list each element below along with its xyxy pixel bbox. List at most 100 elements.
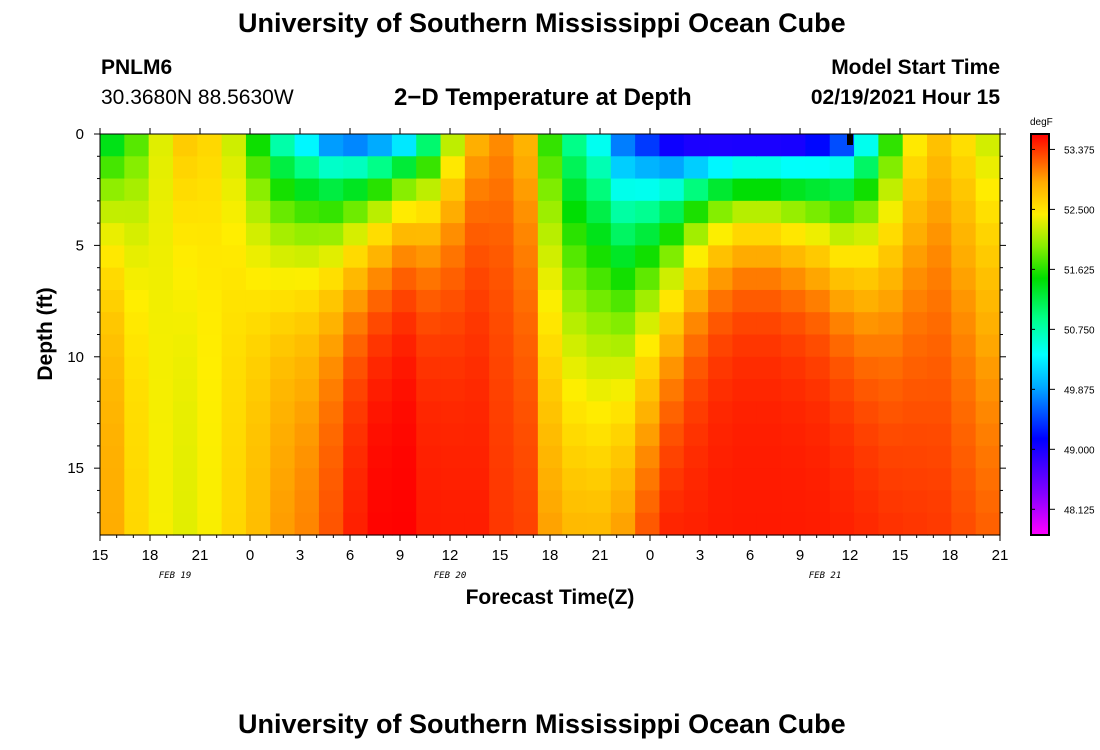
heatmap-cell: [343, 445, 369, 469]
heatmap-cell: [610, 245, 636, 269]
heatmap-cell: [829, 223, 855, 246]
heatmap-cell: [635, 490, 661, 514]
heatmap-cell: [343, 267, 369, 291]
heatmap-cell: [975, 423, 1001, 447]
model-start-value: 02/19/2021 Hour 15: [810, 86, 1000, 109]
heatmap-cell: [124, 178, 150, 202]
heatmap-cell: [951, 401, 977, 425]
heatmap-cell: [221, 267, 247, 291]
heatmap-cell: [562, 289, 588, 313]
heatmap-cell: [781, 356, 806, 380]
heatmap-cell: [416, 512, 442, 536]
heatmap-cell: [683, 401, 709, 425]
heatmap-cell: [975, 289, 1001, 313]
heatmap-cell: [391, 245, 417, 269]
heatmap-cell: [270, 156, 296, 180]
heatmap-cell: [732, 289, 758, 313]
heatmap-cell: [975, 468, 1001, 492]
heatmap-cell: [537, 334, 563, 358]
heatmap-cell: [464, 334, 490, 358]
heatmap-cell: [805, 267, 831, 291]
heatmap-cell: [756, 512, 782, 536]
x-tick-label: 15: [492, 547, 509, 564]
heatmap-cell: [197, 356, 223, 380]
heatmap-cell: [610, 312, 636, 336]
heatmap-cell: [854, 379, 879, 402]
heatmap-cell: [489, 178, 515, 202]
heatmap-cell: [708, 401, 734, 425]
heatmap-cell: [586, 490, 612, 514]
model-start-label: Model Start Time: [831, 56, 1000, 79]
heatmap-cell: [927, 445, 952, 469]
heatmap-cell: [805, 490, 831, 514]
heatmap-cell: [610, 289, 636, 313]
heatmap-cell: [951, 334, 977, 358]
heatmap-cell: [294, 423, 320, 447]
heatmap-cell: [148, 445, 174, 469]
station-id: PNLM6: [101, 56, 173, 79]
heatmap-cell: [562, 445, 588, 469]
x-tick-label: 21: [192, 547, 209, 564]
x-tick-label: 9: [796, 547, 804, 564]
heatmap-cell: [902, 445, 928, 469]
heatmap-cell: [367, 200, 393, 224]
heatmap-cell: [124, 289, 150, 313]
heatmap-cell: [100, 468, 125, 492]
heatmap-cell: [635, 156, 661, 180]
heatmap-cell: [270, 401, 296, 425]
heatmap-cell: [294, 379, 320, 402]
heatmap-cell: [635, 245, 661, 269]
heatmap-cell: [245, 490, 271, 514]
heatmap-cell: [245, 334, 271, 358]
heatmap-cell: [318, 178, 344, 202]
heatmap-cell: [172, 401, 198, 425]
heatmap-cell: [902, 289, 928, 313]
heatmap-cell: [756, 356, 782, 380]
heatmap-cell: [659, 289, 685, 313]
heatmap-cell: [367, 490, 393, 514]
heatmap-cell: [148, 334, 174, 358]
heatmap-cell: [416, 490, 442, 514]
heatmap-cell: [562, 178, 588, 202]
heatmap-cell: [708, 156, 734, 180]
heatmap-cell: [464, 490, 490, 514]
heatmap-cell: [343, 334, 369, 358]
heatmap-cell: [586, 178, 612, 202]
heatmap-cell: [100, 223, 125, 246]
heatmap-cell: [805, 334, 831, 358]
heatmap-cell: [635, 512, 661, 536]
x-tick-label: 12: [442, 547, 459, 564]
heatmap-cell: [100, 245, 125, 269]
heatmap-cell: [732, 356, 758, 380]
heatmap-cell: [513, 156, 539, 180]
heatmap-cell: [951, 289, 977, 313]
heatmap-cell: [902, 134, 928, 157]
heatmap-cell: [756, 134, 782, 157]
heatmap-cell: [951, 512, 977, 536]
heatmap-cell: [854, 490, 879, 514]
x-tick-label: 18: [142, 547, 159, 564]
heatmap-cell: [513, 379, 539, 402]
heatmap-cell: [270, 223, 296, 246]
heatmap-cell: [781, 379, 806, 402]
heatmap-cell: [732, 178, 758, 202]
heatmap-cell: [489, 245, 515, 269]
heatmap-cell: [343, 200, 369, 224]
heatmap-cell: [100, 401, 125, 425]
heatmap-cell: [975, 134, 1001, 157]
heatmap-cell: [537, 379, 563, 402]
heatmap-cell: [635, 445, 661, 469]
heatmap-cell: [440, 178, 466, 202]
heatmap-cell: [172, 200, 198, 224]
heatmap-cell: [610, 267, 636, 291]
heatmap-cell: [489, 401, 515, 425]
heatmap-cell: [805, 423, 831, 447]
heatmap-cell: [489, 423, 515, 447]
heatmap-cell: [829, 245, 855, 269]
heatmap-cell: [270, 512, 296, 536]
heatmap-cell: [416, 334, 442, 358]
heatmap-cell: [708, 200, 734, 224]
heatmap-cell: [367, 178, 393, 202]
heatmap-cell: [172, 334, 198, 358]
heatmap-cell: [148, 223, 174, 246]
